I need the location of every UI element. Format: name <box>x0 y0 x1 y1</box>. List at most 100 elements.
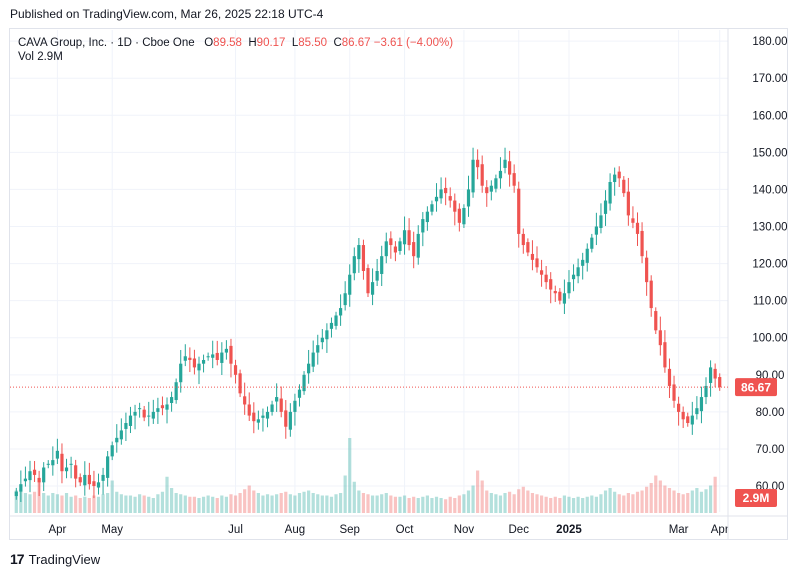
candle-body <box>453 200 457 212</box>
candle-body <box>448 196 452 201</box>
volume-bar <box>357 490 361 513</box>
candle-body <box>220 352 224 363</box>
candle-body <box>658 330 662 346</box>
volume-bar <box>613 491 617 513</box>
last-price-badge <box>735 378 777 397</box>
candle-body <box>156 408 160 412</box>
volume-bar <box>562 495 567 513</box>
volume-bar <box>270 495 274 513</box>
candle-body <box>608 182 612 204</box>
candle-body <box>695 408 699 415</box>
volume-bar <box>334 494 338 513</box>
volume-bar <box>83 496 87 513</box>
volume-bar <box>311 493 315 513</box>
candle-body <box>229 345 233 364</box>
x-tick-label: Jul <box>228 524 243 536</box>
candle-body <box>42 467 46 483</box>
candle-body <box>617 171 621 179</box>
candle-body <box>297 389 302 398</box>
volume-bar <box>708 485 713 513</box>
volume-bar <box>338 493 343 513</box>
volume-bar <box>654 475 658 513</box>
volume-bar <box>462 494 466 513</box>
volume-bar <box>375 495 379 513</box>
volume-bar <box>160 491 165 513</box>
candle-body <box>439 189 443 199</box>
volume-bar <box>115 491 119 513</box>
candle-body <box>402 230 407 245</box>
volume-bar <box>284 491 288 513</box>
candle-body <box>270 404 274 412</box>
candle-body <box>247 404 251 416</box>
volume-bar <box>206 495 210 513</box>
candle-body <box>489 185 493 192</box>
volume-bar <box>466 490 471 513</box>
volume-bar <box>320 495 324 513</box>
volume-bar <box>64 493 69 513</box>
volume-bar <box>549 498 553 513</box>
volume-bar <box>672 490 676 513</box>
y-tick-label: 70.00 <box>756 444 785 456</box>
volume-bar <box>530 493 535 513</box>
candle-body <box>508 161 512 175</box>
volume-bar <box>444 499 448 513</box>
candle-body <box>462 207 466 225</box>
volume-bar <box>384 493 388 513</box>
volume-bar <box>201 496 206 513</box>
last-volume-badge <box>735 489 777 507</box>
volume-bar <box>494 494 498 513</box>
volume-bar <box>544 496 548 513</box>
volume-bar <box>640 490 644 513</box>
candle-body <box>562 293 567 304</box>
x-tick-label: Sep <box>339 524 359 536</box>
volume-bar <box>329 496 334 513</box>
volume-bar <box>165 476 169 513</box>
volume-bar <box>51 493 55 513</box>
volume-bar <box>156 494 160 513</box>
volume-bar <box>380 494 384 513</box>
candle-body <box>585 248 589 263</box>
candle-body <box>599 215 603 228</box>
y-tick-label: 150.00 <box>752 147 787 159</box>
candle-body <box>302 374 306 392</box>
candle-body <box>215 352 219 360</box>
candle-body <box>316 345 320 353</box>
chart-frame <box>9 28 788 540</box>
candle-body <box>571 274 576 280</box>
candle-body <box>622 179 626 194</box>
volume-bar <box>87 498 91 513</box>
volume-bar <box>695 488 699 513</box>
volume-bar <box>78 498 82 513</box>
volume-bar <box>238 493 242 513</box>
candle-body <box>361 245 366 271</box>
volume-bar <box>521 486 525 513</box>
volume-bar <box>526 490 530 513</box>
volume-bar <box>453 498 457 513</box>
candle-body <box>370 282 375 295</box>
candle-body <box>28 471 32 481</box>
volume-bar <box>119 494 123 513</box>
vol-value: 2.9M <box>37 51 63 63</box>
volume-bar <box>667 488 672 513</box>
candle-body <box>14 491 18 497</box>
candle-body <box>115 437 119 443</box>
candle-body <box>699 397 704 412</box>
volume-bar <box>389 495 393 513</box>
candle-body <box>338 308 343 316</box>
candle-body <box>558 291 562 301</box>
volume-bar <box>256 493 260 513</box>
candle-body <box>92 481 96 487</box>
volume-bar <box>138 494 142 513</box>
volume-bar <box>498 495 503 513</box>
volume-bar <box>517 489 521 513</box>
volume-bar <box>645 486 649 513</box>
candle-body <box>128 415 133 426</box>
candle-body <box>686 416 690 424</box>
candle-body <box>549 279 553 290</box>
candle-body <box>307 363 311 374</box>
candle-body <box>485 187 489 194</box>
candle-body <box>124 423 128 429</box>
volume-bar <box>74 495 78 513</box>
volume-bar <box>279 493 283 513</box>
